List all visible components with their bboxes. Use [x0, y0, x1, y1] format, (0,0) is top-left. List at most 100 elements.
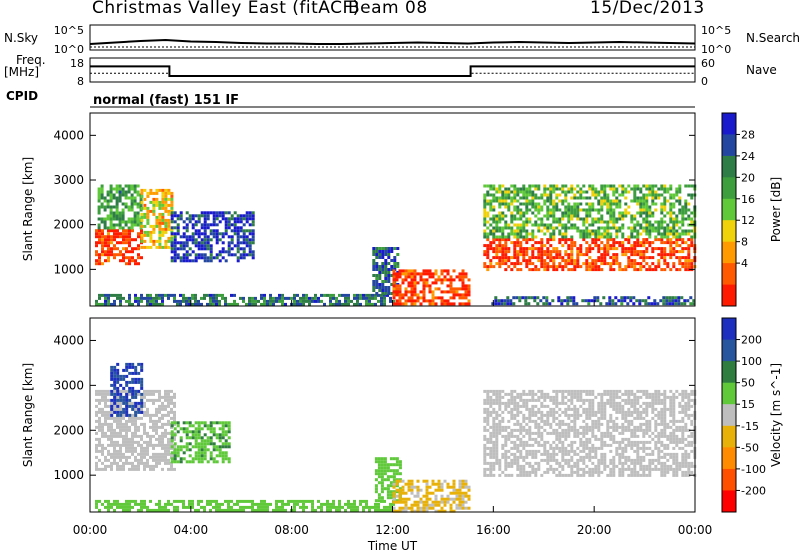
heatmap-cell — [95, 389, 98, 393]
heatmap-cell — [146, 233, 150, 237]
heatmap-cell — [494, 296, 498, 300]
heatmap-cell — [137, 247, 140, 251]
heatmap-cell — [236, 235, 240, 239]
heatmap-cell — [152, 425, 155, 429]
heatmap-cell — [534, 193, 538, 197]
heatmap-cell — [455, 488, 459, 492]
heatmap-cell — [543, 265, 547, 269]
heatmap-cell — [582, 232, 586, 236]
heatmap-cell — [110, 440, 113, 444]
heatmap-cell — [173, 437, 176, 441]
heatmap-cell — [666, 235, 670, 239]
heatmap-cell — [215, 508, 218, 512]
heatmap-cell — [290, 296, 293, 300]
heatmap-cell — [681, 208, 685, 212]
heatmap-cell — [615, 407, 619, 411]
heatmap-cell — [338, 505, 341, 509]
heatmap-cell — [677, 299, 681, 303]
heatmap-cell — [125, 232, 128, 236]
heatmap-cell — [651, 214, 655, 218]
heatmap-cell — [203, 223, 207, 227]
heatmap-cell — [194, 256, 198, 260]
heatmap-cell — [152, 413, 155, 417]
heatmap-cell — [146, 410, 149, 414]
heatmap-cell — [149, 425, 152, 429]
heatmap-cell — [570, 443, 574, 447]
heatmap-cell — [112, 223, 116, 227]
heatmap-cell — [573, 187, 577, 191]
heatmap-cell — [486, 265, 490, 269]
heatmap-cell — [636, 268, 640, 272]
heatmap-cell — [191, 302, 194, 306]
heatmap-cell — [281, 502, 284, 506]
heatmap-cell — [495, 214, 499, 218]
heatmap-cell — [197, 454, 201, 458]
heatmap-cell — [537, 217, 541, 221]
heatmap-cell — [621, 187, 625, 191]
heatmap-cell — [119, 401, 122, 405]
heatmap-cell — [630, 259, 634, 263]
heatmap-cell — [98, 467, 101, 471]
heatmap-cell — [95, 299, 98, 303]
heatmap-cell — [543, 392, 547, 396]
heatmap-cell — [663, 220, 667, 224]
heatmap-cell — [124, 184, 128, 188]
heatmap-cell — [624, 413, 628, 417]
heatmap-cell — [537, 464, 541, 468]
heatmap-cell — [152, 434, 155, 438]
heatmap-cell — [209, 457, 213, 461]
heatmap-cell — [512, 302, 516, 306]
heatmap-cell — [561, 446, 565, 450]
heatmap-cell — [236, 220, 240, 224]
heatmap-cell — [624, 247, 628, 251]
heatmap-cell — [585, 389, 589, 393]
heatmap-cell — [95, 398, 98, 402]
heatmap-cell — [570, 413, 574, 417]
heatmap-cell — [621, 184, 625, 188]
heatmap-cell — [393, 259, 397, 262]
heatmap-cell — [528, 217, 532, 221]
heatmap-cell — [254, 502, 257, 506]
heatmap-cell — [483, 467, 487, 471]
heatmap-cell — [173, 443, 176, 447]
heatmap-cell — [106, 205, 110, 209]
heatmap-cell — [200, 427, 204, 431]
heatmap-cell — [458, 296, 462, 300]
heatmap-cell — [121, 220, 125, 224]
heatmap-cell — [621, 467, 625, 471]
heatmap-cell — [594, 217, 598, 221]
heatmap-cell — [173, 395, 176, 399]
heatmap-cell — [158, 203, 162, 207]
heatmap-cell — [125, 505, 128, 509]
heatmap-cell — [116, 410, 120, 414]
heatmap-cell — [110, 428, 113, 432]
heatmap-cell — [128, 443, 131, 447]
heatmap-cell — [203, 211, 207, 215]
heatmap-cell — [666, 211, 670, 215]
heatmap-cell — [537, 229, 541, 233]
heatmap-cell — [591, 202, 595, 206]
heatmap-cell — [600, 220, 604, 224]
heatmap-cell — [585, 437, 589, 441]
heatmap-cell — [119, 464, 122, 468]
heatmap-cell — [690, 259, 694, 263]
heatmap-cell — [576, 473, 580, 477]
heatmap-cell — [587, 299, 591, 303]
heatmap-cell — [543, 190, 547, 194]
heatmap-cell — [687, 202, 691, 206]
heatmap-cell — [504, 262, 508, 266]
heatmap-cell — [107, 259, 110, 263]
heatmap-cell — [573, 214, 577, 218]
heatmap-cell — [513, 265, 517, 269]
heatmap-cell — [113, 395, 117, 399]
heatmap-cell — [504, 220, 508, 224]
heatmap-cell — [489, 184, 493, 188]
heatmap-cell — [122, 413, 125, 417]
heatmap-cell — [522, 202, 526, 206]
heatmap-cell — [125, 256, 128, 260]
heatmap-cell — [600, 253, 604, 257]
heatmap-cell — [498, 392, 502, 396]
heatmap-cell — [516, 413, 520, 417]
heatmap-cell — [221, 433, 225, 437]
heatmap-cell — [128, 262, 131, 266]
